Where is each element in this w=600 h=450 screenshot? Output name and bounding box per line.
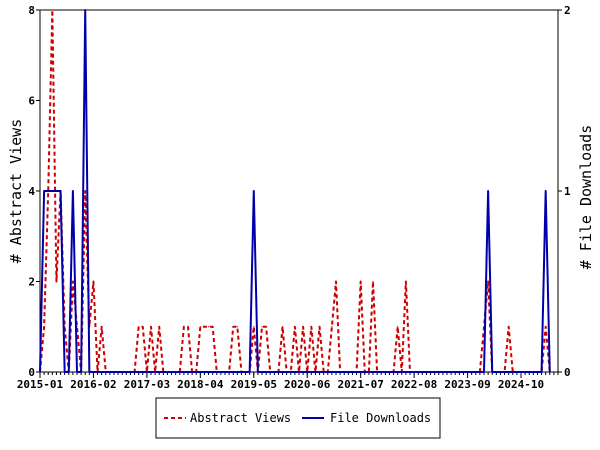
data-point-abstract-views <box>199 326 201 328</box>
data-point-abstract-views <box>72 280 74 283</box>
data-point-abstract-views <box>281 326 284 328</box>
x-tick-label: 2019-05 <box>231 378 277 391</box>
data-point-abstract-views <box>265 326 267 328</box>
x-tick-label: 2020-06 <box>284 378 331 391</box>
data-point-file-downloads <box>483 371 485 373</box>
data-point-file-downloads <box>64 371 66 373</box>
legend-label-file-downloads: File Downloads <box>330 411 431 425</box>
data-point-file-downloads <box>487 190 489 192</box>
x-tick-label: 2022-08 <box>391 378 437 391</box>
y-right-axis-ticks: 0 1 2 <box>558 4 571 379</box>
data-point-abstract-views <box>158 326 160 328</box>
y-left-axis-ticks: 0 2 4 6 8 <box>28 4 40 379</box>
legend: Abstract Views File Downloads <box>155 397 441 439</box>
data-point-abstract-views <box>101 326 103 328</box>
data-point-abstract-views <box>92 280 95 283</box>
data-point-file-downloads <box>39 371 41 373</box>
y-left-tick-label: 8 <box>28 4 35 17</box>
data-point-file-downloads <box>549 371 551 373</box>
data-point-abstract-views <box>310 326 312 328</box>
data-point-abstract-views <box>302 326 304 328</box>
data-point-abstract-views <box>397 326 399 328</box>
data-point-abstract-views <box>212 326 214 328</box>
data-point-file-downloads <box>84 9 86 11</box>
data-point-file-downloads <box>244 371 247 373</box>
data-point-abstract-views <box>150 326 152 328</box>
data-point-abstract-views <box>253 326 255 328</box>
x-tick-label: 2018-04 <box>177 378 224 391</box>
data-point-file-downloads <box>92 371 95 373</box>
data-point-abstract-views <box>203 326 206 328</box>
data-point-file-downloads <box>43 190 45 192</box>
data-point-abstract-views <box>142 326 144 328</box>
data-point-abstract-views <box>187 326 189 328</box>
data-point-abstract-views <box>487 280 489 283</box>
data-point-file-downloads <box>495 371 497 373</box>
data-point-abstract-views <box>43 326 45 328</box>
data-point-abstract-views <box>294 326 296 328</box>
data-point-file-downloads <box>105 371 107 373</box>
y-left-tick-label: 6 <box>28 95 35 108</box>
data-point-abstract-views <box>84 190 86 192</box>
y-right-tick-label: 2 <box>564 4 571 17</box>
data-point-file-downloads <box>257 371 259 373</box>
data-point-abstract-views <box>318 326 321 328</box>
data-point-abstract-views <box>55 280 58 283</box>
data-point-file-downloads <box>536 371 539 373</box>
x-tick-label: 2016-02 <box>70 378 116 391</box>
data-point-abstract-views <box>335 280 337 283</box>
data-point-file-downloads <box>249 371 251 373</box>
x-tick-label: 2015-01 <box>17 378 64 391</box>
data-point-abstract-views <box>372 280 374 283</box>
data-point-abstract-views <box>51 9 53 11</box>
x-tick-label: 2024-10 <box>498 378 544 391</box>
data-point-file-downloads <box>72 190 74 192</box>
data-point-abstract-views <box>261 326 263 328</box>
y-right-tick-label: 0 <box>564 366 571 379</box>
data-point-abstract-views <box>405 280 407 283</box>
data-point-file-downloads <box>47 190 49 192</box>
x-tick-label: 2021-07 <box>337 378 383 391</box>
y-left-tick-label: 4 <box>28 185 35 198</box>
y-left-tick-label: 2 <box>28 276 35 289</box>
data-point-file-downloads <box>68 371 70 373</box>
data-point-file-downloads <box>101 371 103 373</box>
y-left-axis-title: # Abstract Views <box>7 119 25 264</box>
data-point-file-downloads <box>80 371 82 373</box>
y-left-tick-label: 0 <box>28 366 35 379</box>
y-right-axis-title: # File Downloads <box>577 125 595 270</box>
data-point-file-downloads <box>545 190 547 192</box>
data-point-file-downloads <box>96 371 99 373</box>
data-point-file-downloads <box>88 371 90 373</box>
x-tick-label: 2023-09 <box>444 378 490 391</box>
data-point-file-downloads <box>55 190 58 192</box>
data-point-file-downloads <box>540 371 543 373</box>
data-point-file-downloads <box>261 371 263 373</box>
data-point-abstract-views <box>232 326 234 328</box>
series-line-file-downloads <box>39 9 551 373</box>
data-point-abstract-views <box>508 326 510 328</box>
data-point-file-downloads <box>59 190 62 192</box>
y-right-tick-label: 1 <box>564 185 571 198</box>
data-point-file-downloads <box>51 190 53 192</box>
series-layer <box>39 9 551 373</box>
data-point-file-downloads <box>76 371 78 373</box>
plot-area <box>39 9 559 373</box>
x-axis-tick-labels: 2015-01 2016-02 2017-03 2018-04 2019-05 2020-… <box>17 378 544 391</box>
data-point-abstract-views <box>360 280 362 283</box>
data-point-file-downloads <box>253 190 255 192</box>
data-point-abstract-views <box>545 326 547 328</box>
data-point-abstract-views <box>183 326 185 328</box>
data-point-abstract-views <box>236 326 238 328</box>
x-tick-label: 2017-03 <box>124 378 170 391</box>
data-point-file-downloads <box>491 371 493 373</box>
data-point-abstract-views <box>331 326 333 328</box>
legend-label-abstract-views: Abstract Views <box>190 411 291 425</box>
data-point-abstract-views <box>207 326 210 328</box>
legend-box <box>155 397 441 439</box>
data-point-abstract-views <box>138 326 140 328</box>
